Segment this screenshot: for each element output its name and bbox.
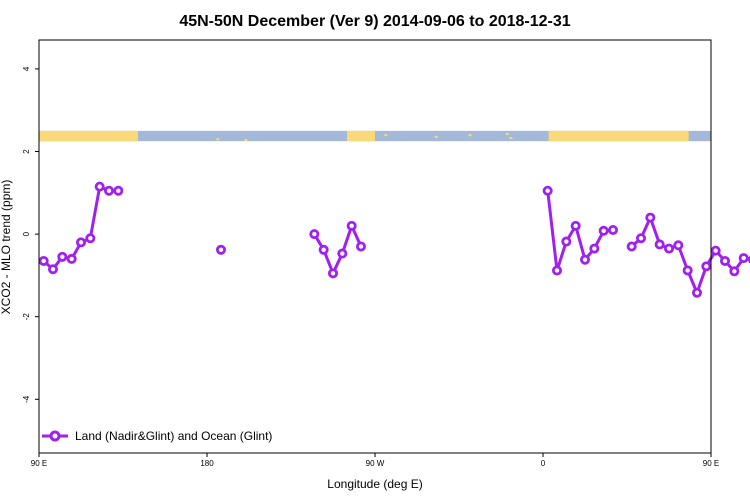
y-axis-label: XCO2 - MLO trend (ppm) [0, 180, 13, 315]
series-points [38, 181, 750, 298]
data-point [608, 224, 619, 235]
land-ocean-band [39, 130, 711, 142]
data-point [570, 220, 581, 231]
data-point [355, 241, 366, 252]
land-island [509, 137, 513, 140]
data-point [57, 251, 68, 262]
data-point [104, 185, 115, 196]
data-point [645, 212, 656, 223]
land-island [505, 132, 509, 135]
plot-frame [38, 39, 712, 454]
y-tick-label: 2 [22, 149, 31, 154]
data-point [589, 243, 600, 254]
data-point [636, 233, 647, 244]
data-point [215, 244, 226, 255]
y-tick-label: -4 [22, 395, 31, 403]
data-point [738, 253, 749, 264]
data-point [66, 253, 77, 264]
land-island [434, 135, 438, 138]
data-point [38, 255, 49, 266]
data-point [580, 254, 591, 265]
land-island [216, 138, 220, 141]
data-point [710, 245, 721, 256]
data-point [318, 244, 329, 255]
land-island [384, 134, 388, 137]
x-tick-label: 90 E [31, 459, 47, 468]
data-point [94, 181, 105, 192]
data-point [337, 248, 348, 259]
y-tick-label: 0 [22, 231, 31, 236]
data-point [76, 237, 87, 248]
land-island [244, 139, 248, 142]
x-tick-label: 90 E [703, 459, 719, 468]
series-line [630, 216, 750, 295]
land-band [39, 130, 138, 142]
data-point [561, 236, 572, 247]
data-point [542, 185, 553, 196]
data-point [309, 229, 320, 240]
data-point [682, 265, 693, 276]
data-point [598, 225, 609, 236]
data-point [113, 185, 124, 196]
data-point [346, 220, 357, 231]
land-band [347, 130, 375, 142]
data-point [327, 268, 338, 279]
legend-marker [49, 430, 61, 442]
y-axis: 4 2 0 -2 -4 [22, 66, 39, 403]
data-point [673, 240, 684, 251]
data-point [729, 266, 740, 277]
data-point [701, 261, 712, 272]
legend: Land (Nadir&Glint) and Ocean (Glint) [42, 429, 272, 443]
data-point [692, 287, 703, 298]
x-tick-label: 90 W [366, 459, 385, 468]
series-line [42, 185, 119, 271]
data-point [552, 265, 563, 276]
land-island [468, 134, 472, 137]
land-band [548, 130, 689, 142]
y-tick-label: 4 [22, 66, 31, 71]
x-axis: 90 E 180 90 W 0 90 E [31, 453, 719, 468]
chart-title: 45N-50N December (Ver 9) 2014-09-06 to 2… [179, 13, 570, 30]
x-tick-label: 0 [541, 459, 546, 468]
y-tick-label: -2 [22, 313, 31, 321]
x-axis-label: Longitude (deg E) [327, 477, 422, 491]
data-point [48, 264, 59, 275]
data-point [85, 233, 96, 244]
x-tick-label: 180 [200, 459, 214, 468]
data-point [664, 243, 675, 254]
data-point [720, 255, 731, 266]
data-point [626, 241, 637, 252]
legend-label: Land (Nadir&Glint) and Ocean (Glint) [75, 429, 272, 443]
data-point [654, 239, 665, 250]
